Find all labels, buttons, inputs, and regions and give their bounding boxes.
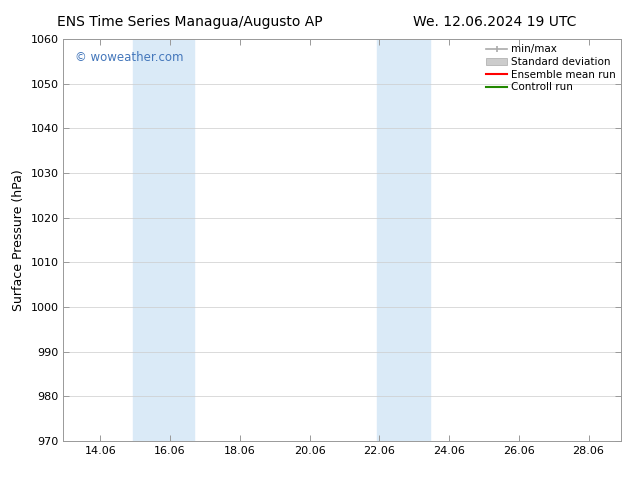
- Text: © woweather.com: © woweather.com: [75, 51, 183, 64]
- Text: We. 12.06.2024 19 UTC: We. 12.06.2024 19 UTC: [413, 15, 576, 29]
- Legend: min/max, Standard deviation, Ensemble mean run, Controll run: min/max, Standard deviation, Ensemble me…: [484, 42, 618, 94]
- Bar: [377, 39, 430, 441]
- Text: ENS Time Series Managua/Augusto AP: ENS Time Series Managua/Augusto AP: [58, 15, 323, 29]
- Y-axis label: Surface Pressure (hPa): Surface Pressure (hPa): [12, 169, 25, 311]
- Bar: [133, 39, 194, 441]
